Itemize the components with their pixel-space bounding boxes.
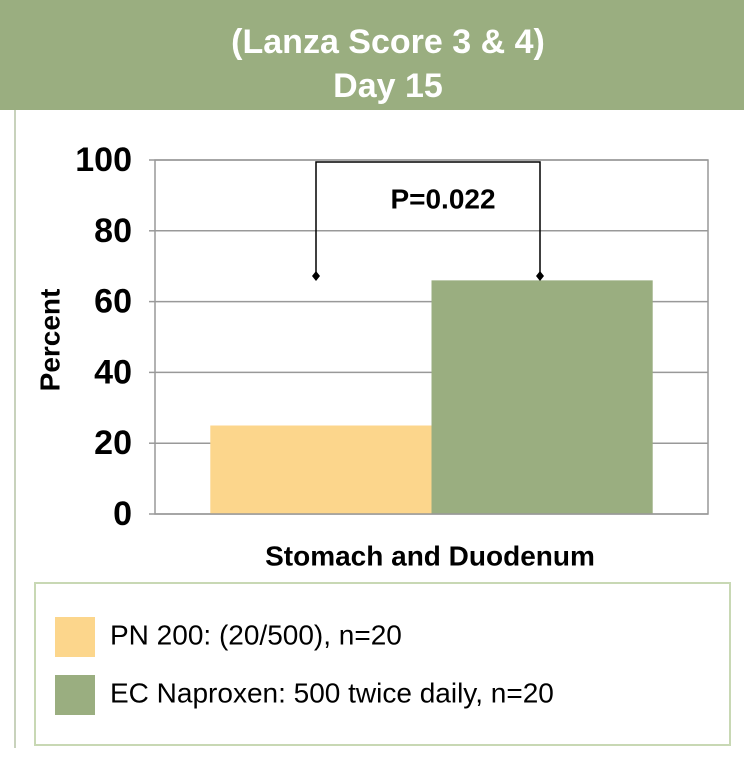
annotation: P=0.022	[390, 183, 495, 214]
legend-box	[34, 582, 731, 746]
bracket	[315, 161, 541, 276]
bar	[431, 280, 653, 514]
legend-swatch	[55, 675, 95, 715]
bar	[210, 425, 432, 514]
y-tick-label: 20	[94, 424, 132, 462]
legend: PN 200: (20/500), n=20 EC Naproxen: 500 t…	[55, 617, 554, 715]
y-tick-label: 60	[94, 283, 132, 321]
legend-swatch	[55, 617, 95, 657]
y-tick-label: 80	[94, 212, 132, 250]
chart-title: Day 15	[333, 67, 443, 105]
chart-title: (Lanza Score 3 & 4)	[231, 23, 545, 61]
y-axis-label: Percent	[34, 289, 65, 392]
bracket-marker	[312, 271, 544, 281]
legend-label: EC Naproxen: 500 twice daily, n=20	[110, 677, 554, 708]
y-tick-label: 40	[94, 353, 132, 391]
x-axis-label: Stomach and Duodenum	[265, 540, 595, 571]
plot-border	[154, 159, 709, 515]
y-tick-label: 0	[113, 495, 132, 533]
legend-label: PN 200: (20/500), n=20	[110, 619, 402, 650]
y-tick-label: 100	[75, 141, 132, 179]
header-band	[0, 0, 744, 110]
bars	[210, 280, 653, 514]
